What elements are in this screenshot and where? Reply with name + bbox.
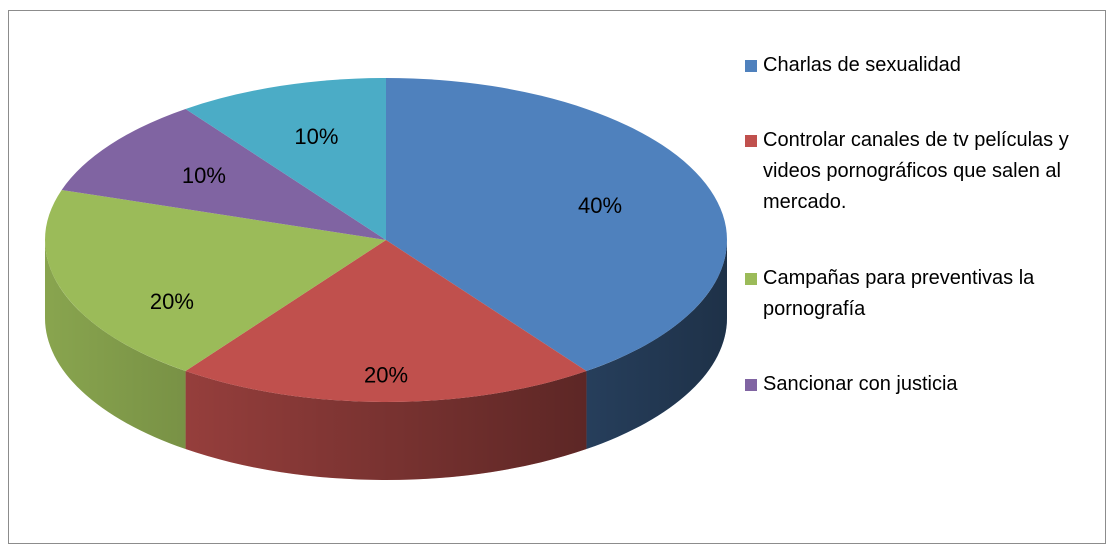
legend-label: Controlar canales de tv películas y vide… [763, 129, 1069, 214]
pie-slice [386, 78, 727, 372]
legend-item: Controlar canales de tv películas y vide… [745, 125, 1095, 218]
data-label: 20% [364, 363, 408, 388]
pie-side-shade [45, 240, 186, 450]
legend-swatch [745, 272, 757, 285]
data-label: 10% [182, 163, 226, 188]
legend-item: Campañas para preventivas la pornografía [745, 263, 1095, 325]
legend-swatch [745, 60, 757, 72]
pie-side-shade [586, 240, 727, 450]
data-label: 40% [578, 193, 622, 218]
legend-label: Charlas de sexualidad [763, 54, 961, 76]
pie-slice [185, 78, 386, 240]
legend-swatch [745, 135, 757, 148]
legend-swatch [745, 378, 757, 391]
legend: Charlas de sexualidad Controlar canales d… [745, 50, 1095, 400]
pie-slice [185, 240, 587, 403]
legend-label: Campañas para preventivas la pornografía [763, 266, 1035, 320]
data-label: 10% [294, 124, 338, 149]
legend-item: Charlas de sexualidad [745, 50, 1095, 81]
legend-item: Sancionar con justicia [745, 369, 1095, 400]
pie-slice [61, 108, 386, 241]
legend-label: Sancionar con justicia [763, 372, 958, 395]
pie-side-shade [185, 371, 587, 481]
pie-slice [44, 189, 387, 372]
data-label: 20% [150, 289, 194, 314]
